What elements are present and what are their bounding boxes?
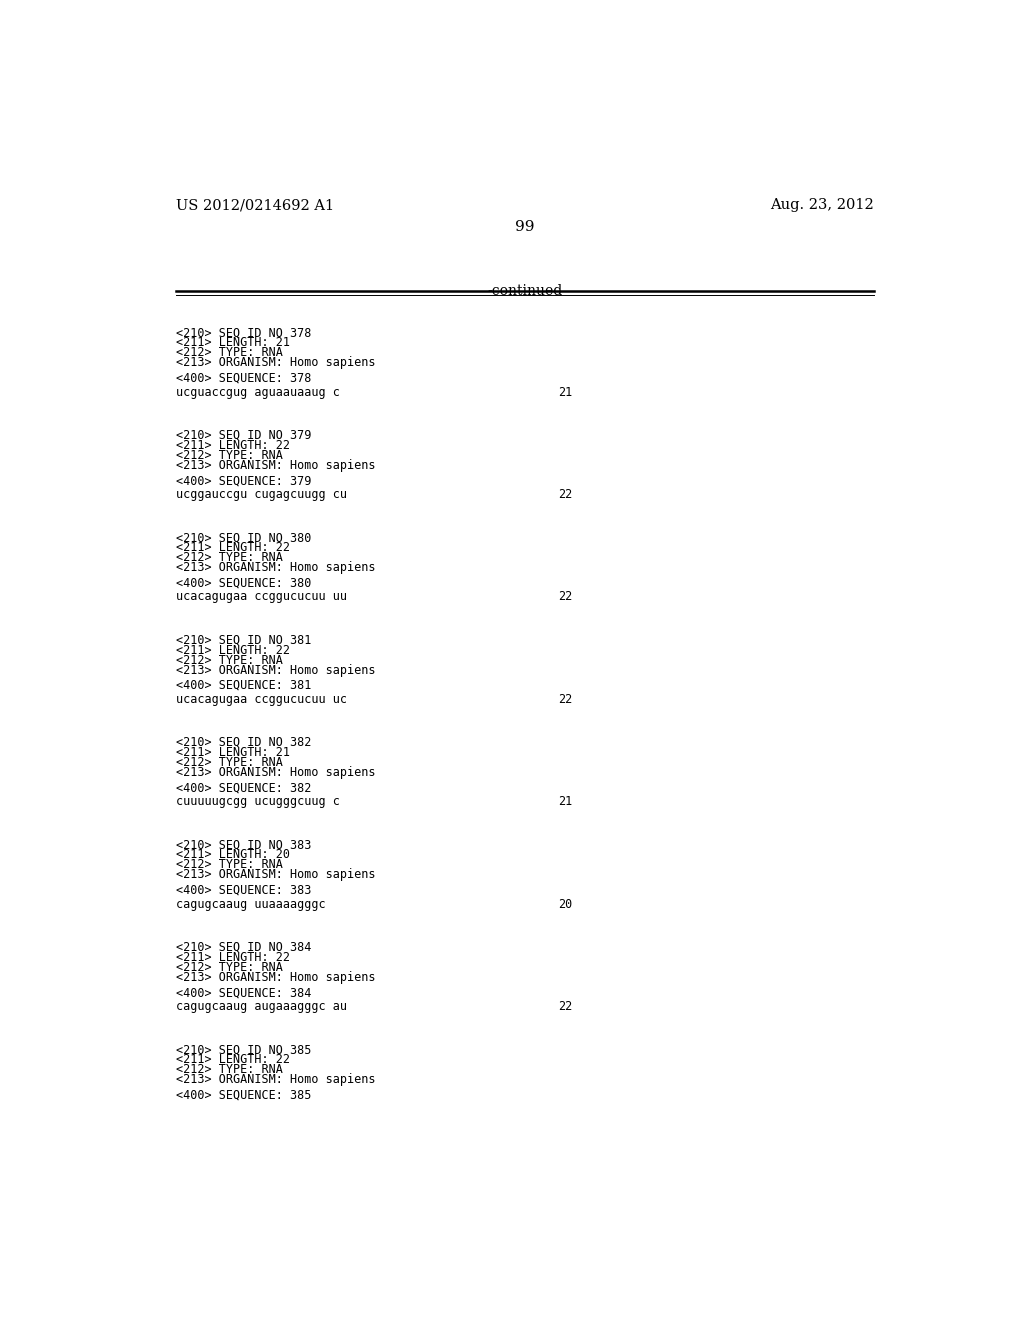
Text: <211> LENGTH: 22: <211> LENGTH: 22 bbox=[176, 950, 290, 964]
Text: <400> SEQUENCE: 384: <400> SEQUENCE: 384 bbox=[176, 986, 311, 999]
Text: <210> SEQ ID NO 382: <210> SEQ ID NO 382 bbox=[176, 737, 311, 748]
Text: -continued: -continued bbox=[487, 284, 562, 298]
Text: 20: 20 bbox=[558, 898, 572, 911]
Text: US 2012/0214692 A1: US 2012/0214692 A1 bbox=[176, 198, 334, 213]
Text: <212> TYPE: RNA: <212> TYPE: RNA bbox=[176, 552, 283, 564]
Text: <213> ORGANISM: Homo sapiens: <213> ORGANISM: Homo sapiens bbox=[176, 1073, 376, 1086]
Text: ucacagugaa ccggucucuu uc: ucacagugaa ccggucucuu uc bbox=[176, 693, 347, 706]
Text: <211> LENGTH: 21: <211> LENGTH: 21 bbox=[176, 337, 290, 350]
Text: <213> ORGANISM: Homo sapiens: <213> ORGANISM: Homo sapiens bbox=[176, 561, 376, 574]
Text: 21: 21 bbox=[558, 795, 572, 808]
Text: <211> LENGTH: 22: <211> LENGTH: 22 bbox=[176, 1053, 290, 1067]
Text: <213> ORGANISM: Homo sapiens: <213> ORGANISM: Homo sapiens bbox=[176, 766, 376, 779]
Text: ucggauccgu cugagcuugg cu: ucggauccgu cugagcuugg cu bbox=[176, 488, 347, 502]
Text: <212> TYPE: RNA: <212> TYPE: RNA bbox=[176, 756, 283, 770]
Text: <400> SEQUENCE: 382: <400> SEQUENCE: 382 bbox=[176, 781, 311, 795]
Text: <211> LENGTH: 22: <211> LENGTH: 22 bbox=[176, 438, 290, 451]
Text: <212> TYPE: RNA: <212> TYPE: RNA bbox=[176, 653, 283, 667]
Text: <210> SEQ ID NO 379: <210> SEQ ID NO 379 bbox=[176, 429, 311, 442]
Text: <211> LENGTH: 20: <211> LENGTH: 20 bbox=[176, 849, 290, 862]
Text: <212> TYPE: RNA: <212> TYPE: RNA bbox=[176, 449, 283, 462]
Text: cagugcaaug uuaaaagggc: cagugcaaug uuaaaagggc bbox=[176, 898, 326, 911]
Text: ucguaccgug aguaauaaug c: ucguaccgug aguaauaaug c bbox=[176, 385, 340, 399]
Text: 22: 22 bbox=[558, 693, 572, 706]
Text: 22: 22 bbox=[558, 1001, 572, 1012]
Text: <400> SEQUENCE: 379: <400> SEQUENCE: 379 bbox=[176, 474, 311, 487]
Text: <213> ORGANISM: Homo sapiens: <213> ORGANISM: Homo sapiens bbox=[176, 970, 376, 983]
Text: 21: 21 bbox=[558, 385, 572, 399]
Text: <210> SEQ ID NO 381: <210> SEQ ID NO 381 bbox=[176, 634, 311, 647]
Text: <210> SEQ ID NO 385: <210> SEQ ID NO 385 bbox=[176, 1043, 311, 1056]
Text: Aug. 23, 2012: Aug. 23, 2012 bbox=[770, 198, 873, 213]
Text: 99: 99 bbox=[515, 220, 535, 234]
Text: 22: 22 bbox=[558, 488, 572, 502]
Text: <213> ORGANISM: Homo sapiens: <213> ORGANISM: Homo sapiens bbox=[176, 869, 376, 882]
Text: 22: 22 bbox=[558, 590, 572, 603]
Text: <210> SEQ ID NO 380: <210> SEQ ID NO 380 bbox=[176, 531, 311, 544]
Text: <400> SEQUENCE: 378: <400> SEQUENCE: 378 bbox=[176, 372, 311, 384]
Text: ucacagugaa ccggucucuu uu: ucacagugaa ccggucucuu uu bbox=[176, 590, 347, 603]
Text: <212> TYPE: RNA: <212> TYPE: RNA bbox=[176, 858, 283, 871]
Text: <212> TYPE: RNA: <212> TYPE: RNA bbox=[176, 1063, 283, 1076]
Text: <213> ORGANISM: Homo sapiens: <213> ORGANISM: Homo sapiens bbox=[176, 664, 376, 677]
Text: <400> SEQUENCE: 385: <400> SEQUENCE: 385 bbox=[176, 1089, 311, 1102]
Text: <213> ORGANISM: Homo sapiens: <213> ORGANISM: Homo sapiens bbox=[176, 459, 376, 471]
Text: <400> SEQUENCE: 383: <400> SEQUENCE: 383 bbox=[176, 884, 311, 896]
Text: <210> SEQ ID NO 384: <210> SEQ ID NO 384 bbox=[176, 941, 311, 954]
Text: <212> TYPE: RNA: <212> TYPE: RNA bbox=[176, 961, 283, 974]
Text: <400> SEQUENCE: 381: <400> SEQUENCE: 381 bbox=[176, 678, 311, 692]
Text: <212> TYPE: RNA: <212> TYPE: RNA bbox=[176, 346, 283, 359]
Text: <210> SEQ ID NO 383: <210> SEQ ID NO 383 bbox=[176, 838, 311, 851]
Text: <211> LENGTH: 22: <211> LENGTH: 22 bbox=[176, 644, 290, 656]
Text: cagugcaaug augaaagggc au: cagugcaaug augaaagggc au bbox=[176, 1001, 347, 1012]
Text: <210> SEQ ID NO 378: <210> SEQ ID NO 378 bbox=[176, 326, 311, 339]
Text: <211> LENGTH: 21: <211> LENGTH: 21 bbox=[176, 746, 290, 759]
Text: <211> LENGTH: 22: <211> LENGTH: 22 bbox=[176, 541, 290, 554]
Text: <213> ORGANISM: Homo sapiens: <213> ORGANISM: Homo sapiens bbox=[176, 356, 376, 370]
Text: <400> SEQUENCE: 380: <400> SEQUENCE: 380 bbox=[176, 577, 311, 590]
Text: cuuuuugcgg ucugggcuug c: cuuuuugcgg ucugggcuug c bbox=[176, 795, 340, 808]
